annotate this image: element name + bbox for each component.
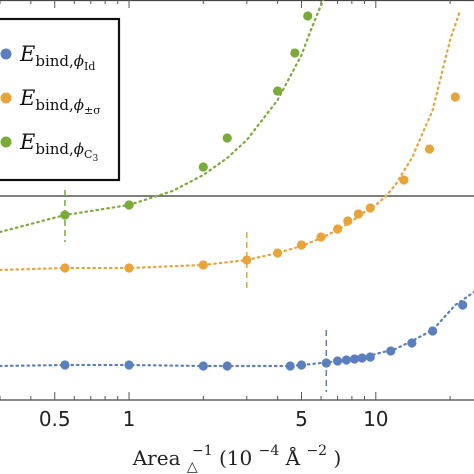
plot-frame <box>0 0 474 401</box>
legend-label-pm_sigma-phi-sub: ±σ <box>84 104 101 117</box>
legend-label-c3: Ebind,ϕC3 <box>19 130 98 164</box>
legend-box <box>0 17 121 182</box>
x-axis-label: Area △ −1 (10 −4 Å −2 ) <box>132 436 342 474</box>
x-tick-layer: 0.5 1 5 10 <box>0 0 451 431</box>
x-axis-label-units-open: (10 <box>219 446 252 470</box>
series-id-point-5 <box>296 360 307 370</box>
legend-label-pm_sigma-phi: ϕ <box>74 96 84 114</box>
series-id-point-8 <box>341 355 351 365</box>
x-axis-label-units-unit-exp: −2 <box>306 443 327 459</box>
series-c3-point-2 <box>198 162 208 172</box>
series-pm_sigma-point-3 <box>242 255 252 265</box>
series-id-point-14 <box>428 326 438 336</box>
series-c3-point-0 <box>60 210 70 220</box>
x-tick-label-0: 0.5 <box>39 407 71 431</box>
legend-label-c3-phi: ϕ <box>74 140 84 158</box>
series-pm_sigma-point-9 <box>353 209 363 219</box>
series-c3-point-1 <box>124 200 134 210</box>
series-id-point-7 <box>332 356 343 366</box>
series-id-point-1 <box>124 360 134 370</box>
x-axis-label-units-unit: Å <box>285 445 301 470</box>
series-id-point-13 <box>407 338 417 348</box>
legend-label-c3-phi-sub: C <box>84 148 92 161</box>
series-id-point-11 <box>365 352 375 362</box>
series-c3-point-4 <box>273 86 283 96</box>
series-pm_sigma-point-7 <box>332 224 343 234</box>
series-pm_sigma-point-0 <box>60 263 70 273</box>
series-layer <box>0 0 474 392</box>
legend-label-c3-sub-prefix: bind, <box>35 140 73 158</box>
series-c3-point-5 <box>290 48 300 58</box>
series-pm_sigma <box>0 8 462 290</box>
series-id-point-9 <box>349 354 360 364</box>
legend-marker-pm_sigma <box>0 92 12 104</box>
series-id-point-10 <box>357 353 367 363</box>
legend-label-pm_sigma: Ebind,ϕ±σ <box>19 86 101 117</box>
x-axis-label-sup: −1 <box>192 443 213 459</box>
series-pm_sigma-point-10 <box>365 203 375 213</box>
series-c3-point-6 <box>303 11 313 21</box>
legend-label-id-main: E <box>19 42 35 66</box>
x-axis-label-prefix: Area <box>132 446 181 470</box>
legend-label-id-phi: ϕ <box>74 52 84 70</box>
x-axis-label-units-close: ) <box>333 446 341 470</box>
legend-label-c3-phi-sub-sub: 3 <box>92 154 98 164</box>
x-tick-label-2: 5 <box>295 407 308 431</box>
series-pm_sigma-point-8 <box>343 216 353 226</box>
legend-label-id-sub-prefix: bind, <box>35 52 73 70</box>
series-c3-curve <box>0 0 325 234</box>
legend-label-c3-main: E <box>19 130 35 154</box>
series-id <box>0 290 474 392</box>
series-id-point-3 <box>222 361 232 371</box>
legend-label-id-phi-sub: Id <box>84 60 95 73</box>
x-axis-label-units-exp: −4 <box>259 443 280 459</box>
legend-marker-id <box>0 48 12 60</box>
x-axis-label-sub: △ <box>187 459 198 474</box>
legend-marker-c3 <box>0 136 12 148</box>
legend-label-pm_sigma-sub-prefix: bind, <box>35 96 73 114</box>
series-pm_sigma-point-12 <box>424 144 435 154</box>
series-id-curve <box>0 290 474 368</box>
series-c3-point-3 <box>222 133 232 143</box>
series-pm_sigma-point-1 <box>124 263 134 273</box>
series-id-point-6 <box>321 358 331 368</box>
series-pm_sigma-point-2 <box>198 260 208 270</box>
series-pm_sigma-point-4 <box>273 248 283 258</box>
series-id-point-2 <box>198 361 208 371</box>
legend-label-pm_sigma-main: E <box>19 86 35 110</box>
series-pm_sigma-point-11 <box>399 175 409 185</box>
x-tick-label-3: 10 <box>363 407 388 431</box>
series-c3 <box>0 0 325 242</box>
series-pm_sigma-point-6 <box>316 232 326 242</box>
x-tick-label-1: 1 <box>123 407 136 431</box>
series-id-point-4 <box>285 361 295 371</box>
series-pm_sigma-point-13 <box>450 92 460 102</box>
legend-label-id: Ebind,ϕId <box>19 42 95 73</box>
series-pm_sigma-curve <box>0 8 462 272</box>
series-id-point-12 <box>386 346 396 356</box>
series-id-point-0 <box>60 360 70 370</box>
series-pm_sigma-point-5 <box>296 240 307 250</box>
series-id-point-15 <box>458 300 468 310</box>
